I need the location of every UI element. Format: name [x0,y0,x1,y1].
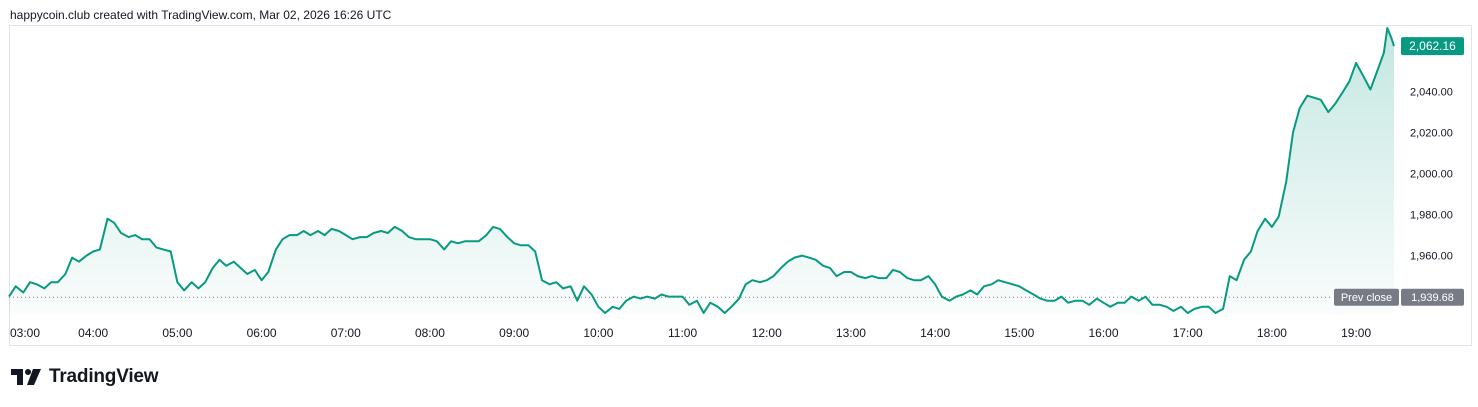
x-tick-label: 04:00 [78,326,108,340]
y-tick-label: 1,960.00 [1410,251,1453,263]
y-tick-label: 1,980.00 [1410,210,1453,222]
chart-frame [9,25,1472,346]
x-tick-label: 13:00 [836,326,866,340]
x-axis: 03:00 04:00 05:00 06:00 07:00 08:00 09:00 10:00… [10,326,1371,340]
last-price-badge: 2,062.16 [1401,37,1464,56]
x-tick-label: 07:00 [331,326,361,340]
x-tick-label: 18:00 [1257,326,1287,340]
x-tick-label: 10:00 [583,326,613,340]
x-tick-label: 11:00 [668,326,697,340]
x-tick-label: 19:00 [1341,326,1371,340]
y-tick-label: 2,020.00 [1410,128,1453,140]
y-axis: 1,960.00 1,980.00 2,000.00 2,020.00 2,040.00 [1410,87,1453,263]
x-tick-label: 12:00 [752,326,782,340]
x-tick-label: 03:00 [10,326,40,340]
last-price-label: 2,062.16 [1409,39,1456,53]
y-tick-label: 2,040.00 [1410,87,1453,99]
x-tick-label: 17:00 [1173,326,1203,340]
tradingview-wordmark: TradingView [49,366,159,387]
price-line [8,27,1395,314]
x-tick-label: 06:00 [247,326,277,340]
x-tick-label: 05:00 [162,326,192,340]
x-tick-label: 08:00 [415,326,445,340]
prev-close-label: Prev close [1341,292,1392,304]
y-tick-label: 2,000.00 [1410,169,1453,181]
tradingview-logo: TradingView [11,366,159,388]
x-tick-label: 15:00 [1004,326,1034,340]
x-tick-label: 09:00 [499,326,529,340]
chart-attribution: happycoin.club created with TradingView.… [10,8,392,22]
x-tick-label: 14:00 [920,326,950,340]
prev-close-badge: Prev close 1,939.68 [1334,288,1464,306]
x-tick-label: 16:00 [1089,326,1119,340]
prev-close-value: 1,939.68 [1411,292,1454,304]
price-area-fill [9,28,1394,315]
tradingview-mark-icon [11,369,41,385]
